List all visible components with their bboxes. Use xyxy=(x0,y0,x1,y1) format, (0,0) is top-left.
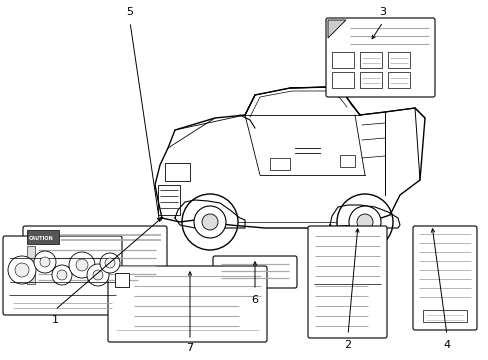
Circle shape xyxy=(52,265,72,285)
Circle shape xyxy=(356,214,372,230)
Circle shape xyxy=(182,194,238,250)
Bar xyxy=(359,52,381,68)
Text: 3: 3 xyxy=(379,7,386,17)
Circle shape xyxy=(336,194,392,250)
Bar xyxy=(158,185,180,215)
Circle shape xyxy=(87,264,109,286)
FancyBboxPatch shape xyxy=(325,18,434,97)
Bar xyxy=(27,230,59,244)
Circle shape xyxy=(76,259,88,271)
Bar xyxy=(359,72,381,88)
Circle shape xyxy=(15,263,29,277)
Text: 5: 5 xyxy=(126,7,133,17)
Bar xyxy=(331,52,353,68)
Text: 7: 7 xyxy=(186,343,193,353)
Bar xyxy=(269,158,289,170)
Text: 4: 4 xyxy=(443,340,449,350)
Text: 2: 2 xyxy=(344,340,351,350)
Circle shape xyxy=(40,257,50,267)
FancyBboxPatch shape xyxy=(23,226,167,288)
Bar xyxy=(164,163,190,181)
FancyBboxPatch shape xyxy=(307,226,386,338)
Bar xyxy=(387,52,409,68)
Circle shape xyxy=(100,253,120,273)
Circle shape xyxy=(105,258,115,268)
Bar xyxy=(331,72,353,88)
Polygon shape xyxy=(327,20,346,38)
Circle shape xyxy=(194,206,225,238)
Circle shape xyxy=(57,270,67,280)
Circle shape xyxy=(93,270,103,280)
Circle shape xyxy=(69,252,95,278)
Circle shape xyxy=(8,256,36,284)
Circle shape xyxy=(34,251,56,273)
FancyBboxPatch shape xyxy=(108,266,266,342)
Bar xyxy=(115,273,129,287)
Bar xyxy=(339,155,354,167)
Bar xyxy=(387,72,409,88)
Text: 1: 1 xyxy=(51,315,59,325)
Bar xyxy=(422,310,466,322)
FancyBboxPatch shape xyxy=(412,226,476,330)
Circle shape xyxy=(348,206,380,238)
Text: CAUTION: CAUTION xyxy=(29,236,54,241)
Text: 6: 6 xyxy=(251,295,258,305)
FancyBboxPatch shape xyxy=(213,256,296,288)
FancyBboxPatch shape xyxy=(3,236,122,315)
Bar xyxy=(27,246,35,284)
Circle shape xyxy=(202,214,218,230)
